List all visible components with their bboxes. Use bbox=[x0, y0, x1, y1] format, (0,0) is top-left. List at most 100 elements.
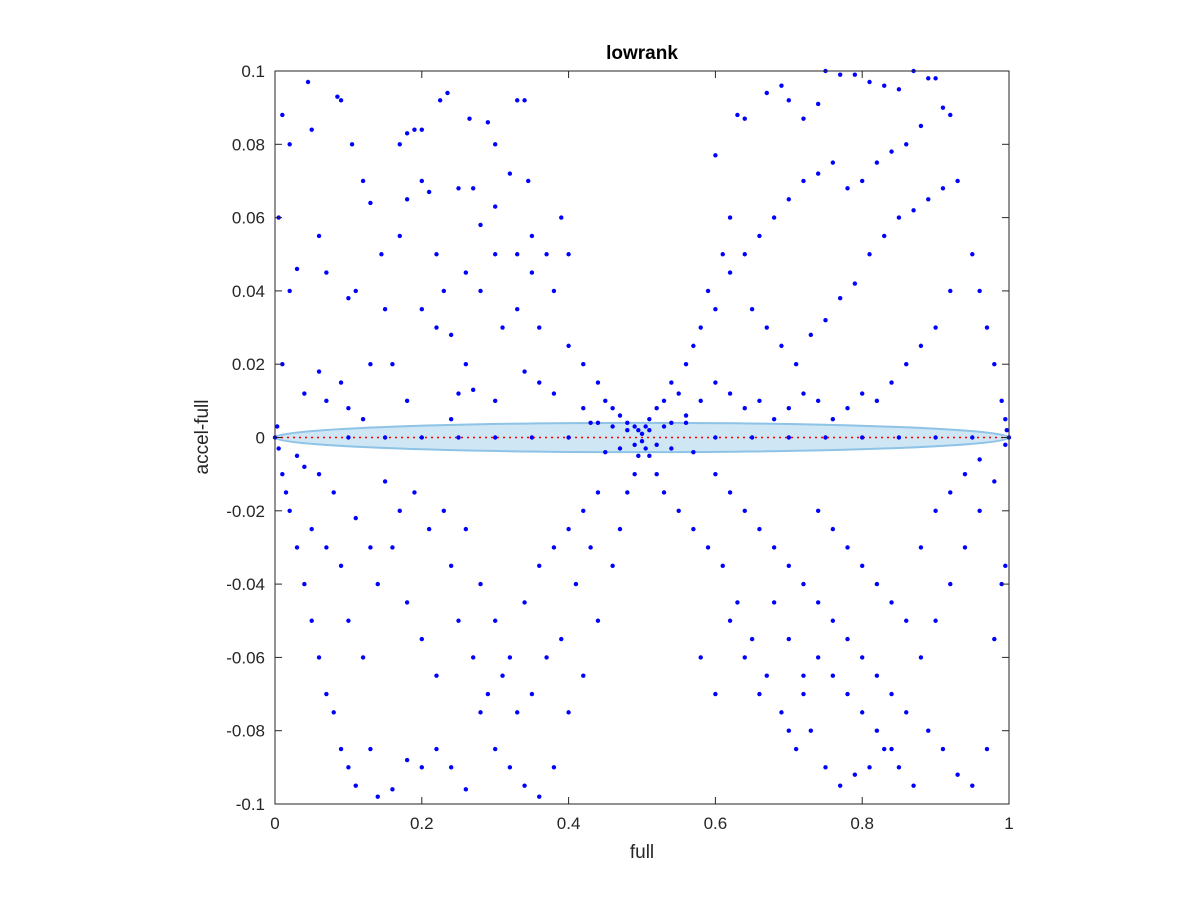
data-point bbox=[566, 710, 571, 715]
data-point bbox=[683, 420, 689, 426]
data-point bbox=[977, 288, 982, 294]
data-point bbox=[302, 464, 307, 470]
data-point bbox=[860, 710, 865, 715]
x-tick-label: 0.4 bbox=[557, 814, 581, 833]
data-point bbox=[544, 655, 549, 660]
data-point bbox=[390, 362, 395, 367]
data-point bbox=[324, 398, 329, 404]
data-point bbox=[566, 252, 571, 257]
data-point bbox=[397, 233, 402, 239]
data-point bbox=[456, 186, 461, 191]
data-point bbox=[581, 508, 586, 513]
data-point bbox=[970, 783, 975, 788]
data-point bbox=[316, 369, 322, 374]
data-point bbox=[845, 636, 850, 642]
data-point bbox=[636, 453, 641, 459]
data-point bbox=[742, 252, 747, 257]
data-point bbox=[867, 79, 872, 85]
data-point bbox=[559, 636, 564, 642]
data-point bbox=[522, 98, 527, 103]
y-tick-label: -0.08 bbox=[226, 722, 265, 741]
data-point bbox=[860, 435, 865, 440]
data-point bbox=[977, 508, 982, 513]
data-point bbox=[441, 288, 447, 294]
data-point bbox=[522, 783, 527, 788]
data-point bbox=[654, 405, 659, 411]
data-point bbox=[896, 215, 902, 220]
data-point bbox=[793, 746, 799, 752]
data-point bbox=[926, 197, 931, 202]
data-point bbox=[390, 787, 395, 792]
data-point bbox=[647, 416, 652, 422]
data-point bbox=[713, 471, 718, 477]
data-point bbox=[896, 87, 902, 92]
data-point bbox=[493, 435, 498, 440]
data-point bbox=[992, 479, 997, 484]
data-point bbox=[801, 673, 806, 678]
data-point bbox=[287, 142, 292, 147]
data-point bbox=[463, 362, 469, 367]
data-point bbox=[404, 197, 410, 202]
data-point bbox=[779, 343, 784, 349]
data-point bbox=[280, 471, 285, 477]
data-point bbox=[698, 325, 703, 330]
data-point bbox=[904, 710, 909, 715]
data-point bbox=[889, 149, 894, 154]
data-point bbox=[437, 98, 443, 103]
data-point bbox=[588, 420, 593, 426]
y-tick-label: -0.06 bbox=[226, 648, 265, 667]
data-point bbox=[617, 446, 623, 451]
data-point bbox=[566, 343, 571, 349]
data-point bbox=[801, 116, 806, 121]
data-point bbox=[507, 655, 513, 660]
data-point bbox=[595, 490, 601, 495]
data-point bbox=[280, 112, 285, 118]
data-point bbox=[275, 424, 280, 429]
data-point bbox=[412, 127, 417, 132]
data-point bbox=[526, 178, 531, 184]
data-point bbox=[551, 765, 557, 770]
data-point bbox=[493, 746, 498, 752]
data-point bbox=[742, 405, 747, 411]
data-point bbox=[493, 204, 498, 209]
data-point bbox=[360, 655, 366, 660]
data-point bbox=[537, 325, 542, 330]
data-point bbox=[705, 288, 711, 294]
data-point bbox=[955, 178, 960, 184]
data-point bbox=[647, 453, 652, 459]
data-point bbox=[404, 131, 410, 136]
data-point bbox=[515, 307, 520, 312]
data-point bbox=[735, 112, 740, 118]
data-point bbox=[404, 398, 410, 404]
data-point bbox=[918, 343, 924, 349]
data-point bbox=[904, 362, 909, 367]
data-point bbox=[948, 490, 953, 495]
data-point bbox=[309, 618, 314, 623]
data-point bbox=[639, 431, 645, 437]
data-point bbox=[823, 435, 828, 440]
data-point bbox=[720, 252, 725, 257]
x-tick-labels: 0 0.2 0.4 0.6 0.8 1 bbox=[270, 814, 1013, 833]
data-point bbox=[970, 252, 975, 257]
data-point bbox=[368, 746, 373, 752]
x-tick-label: 0.2 bbox=[410, 814, 434, 833]
data-point bbox=[448, 563, 454, 568]
data-point bbox=[815, 600, 821, 605]
data-point bbox=[727, 215, 733, 220]
data-point bbox=[757, 526, 762, 532]
data-point bbox=[837, 296, 843, 301]
data-point bbox=[771, 600, 777, 605]
y-tick-label: -0.02 bbox=[226, 502, 265, 521]
data-point bbox=[419, 127, 424, 132]
data-point bbox=[771, 545, 777, 550]
data-point bbox=[742, 655, 747, 660]
data-point bbox=[353, 783, 358, 788]
data-point bbox=[757, 398, 762, 404]
data-point bbox=[515, 710, 520, 715]
data-point bbox=[632, 442, 637, 448]
data-point bbox=[823, 318, 828, 323]
data-point bbox=[338, 563, 344, 568]
data-point bbox=[581, 405, 586, 411]
data-point bbox=[852, 772, 858, 777]
tick-marks bbox=[274, 70, 1010, 805]
